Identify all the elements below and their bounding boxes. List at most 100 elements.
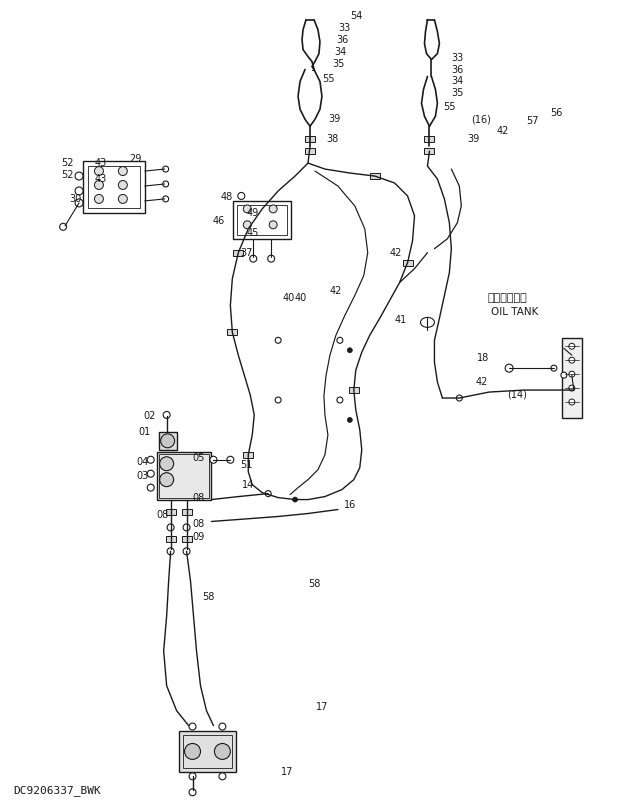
Circle shape <box>160 457 174 471</box>
Circle shape <box>189 789 196 796</box>
Bar <box>243 452 253 458</box>
Circle shape <box>347 418 352 423</box>
Text: 51: 51 <box>241 460 253 469</box>
Bar <box>237 205 287 235</box>
Circle shape <box>75 172 83 180</box>
Circle shape <box>265 490 271 497</box>
Text: 57: 57 <box>526 116 539 126</box>
Text: 42: 42 <box>476 377 488 387</box>
Circle shape <box>269 221 277 229</box>
Circle shape <box>569 385 575 391</box>
Circle shape <box>160 473 174 486</box>
Text: 41: 41 <box>394 315 407 326</box>
Circle shape <box>163 411 170 419</box>
Text: 09: 09 <box>193 532 205 542</box>
Circle shape <box>219 772 226 780</box>
Text: 38: 38 <box>326 134 338 144</box>
Circle shape <box>561 372 567 378</box>
Circle shape <box>167 548 174 555</box>
Circle shape <box>118 166 127 175</box>
Text: 42: 42 <box>496 126 508 137</box>
Text: 34: 34 <box>451 77 464 86</box>
Circle shape <box>505 364 513 372</box>
Bar <box>425 148 435 154</box>
Bar <box>159 454 210 498</box>
Text: 42: 42 <box>330 285 342 296</box>
Circle shape <box>162 166 169 172</box>
Circle shape <box>347 347 352 353</box>
Circle shape <box>569 343 575 349</box>
Text: 33: 33 <box>451 53 464 62</box>
Bar <box>305 148 315 154</box>
Text: 43: 43 <box>95 158 107 168</box>
Text: 52: 52 <box>61 170 74 180</box>
Text: 29: 29 <box>129 154 141 164</box>
Circle shape <box>243 221 251 229</box>
Text: 36: 36 <box>451 65 464 74</box>
Text: 37: 37 <box>241 248 253 258</box>
Circle shape <box>94 180 104 189</box>
Text: OIL TANK: OIL TANK <box>491 307 539 318</box>
Circle shape <box>183 524 190 531</box>
Text: 55: 55 <box>443 103 456 112</box>
Bar <box>305 137 315 142</box>
Text: 14: 14 <box>242 480 255 490</box>
Text: 35: 35 <box>332 58 344 69</box>
Text: 35: 35 <box>451 88 464 99</box>
Bar <box>166 508 175 515</box>
Circle shape <box>162 196 169 202</box>
Circle shape <box>219 723 226 730</box>
Text: 02: 02 <box>144 411 156 421</box>
Text: 17: 17 <box>281 768 293 777</box>
Bar <box>349 387 359 393</box>
Circle shape <box>189 772 196 780</box>
Circle shape <box>75 199 83 207</box>
Circle shape <box>161 434 175 448</box>
Text: 08: 08 <box>193 520 205 529</box>
Text: 08: 08 <box>193 493 205 503</box>
Text: 30: 30 <box>69 194 81 204</box>
Circle shape <box>269 205 277 213</box>
Bar <box>88 166 140 208</box>
Bar <box>402 259 412 266</box>
Text: 58: 58 <box>308 579 321 589</box>
Circle shape <box>293 497 298 502</box>
Circle shape <box>275 397 281 403</box>
Bar <box>233 201 291 238</box>
Bar <box>182 508 192 515</box>
Bar <box>370 173 379 179</box>
Text: 58: 58 <box>203 592 215 602</box>
Circle shape <box>162 181 169 187</box>
Circle shape <box>215 743 231 760</box>
Bar <box>182 537 192 542</box>
Text: オイルタンク: オイルタンク <box>487 293 527 304</box>
Bar <box>562 339 582 418</box>
Circle shape <box>75 187 83 195</box>
Bar <box>179 730 236 772</box>
Bar <box>159 431 177 450</box>
Bar <box>83 161 144 213</box>
Text: 54: 54 <box>350 11 362 21</box>
Text: 05: 05 <box>193 452 205 463</box>
Circle shape <box>147 484 154 491</box>
Text: 03: 03 <box>137 471 149 481</box>
Text: 18: 18 <box>477 353 490 364</box>
Text: 43: 43 <box>95 174 107 184</box>
Circle shape <box>337 337 343 343</box>
Text: 52: 52 <box>61 158 74 168</box>
Text: (14): (14) <box>507 389 527 399</box>
Text: 40: 40 <box>282 293 294 304</box>
Circle shape <box>94 195 104 204</box>
Bar <box>166 537 175 542</box>
Circle shape <box>337 397 343 403</box>
Text: 36: 36 <box>336 35 348 44</box>
Text: 34: 34 <box>334 47 346 57</box>
Text: 16: 16 <box>344 499 356 510</box>
Circle shape <box>94 166 104 175</box>
Circle shape <box>551 365 557 371</box>
Circle shape <box>147 457 154 463</box>
Circle shape <box>118 195 127 204</box>
Bar <box>182 734 232 768</box>
Text: DC9206337_BWK: DC9206337_BWK <box>14 785 101 796</box>
Text: 04: 04 <box>137 457 149 467</box>
